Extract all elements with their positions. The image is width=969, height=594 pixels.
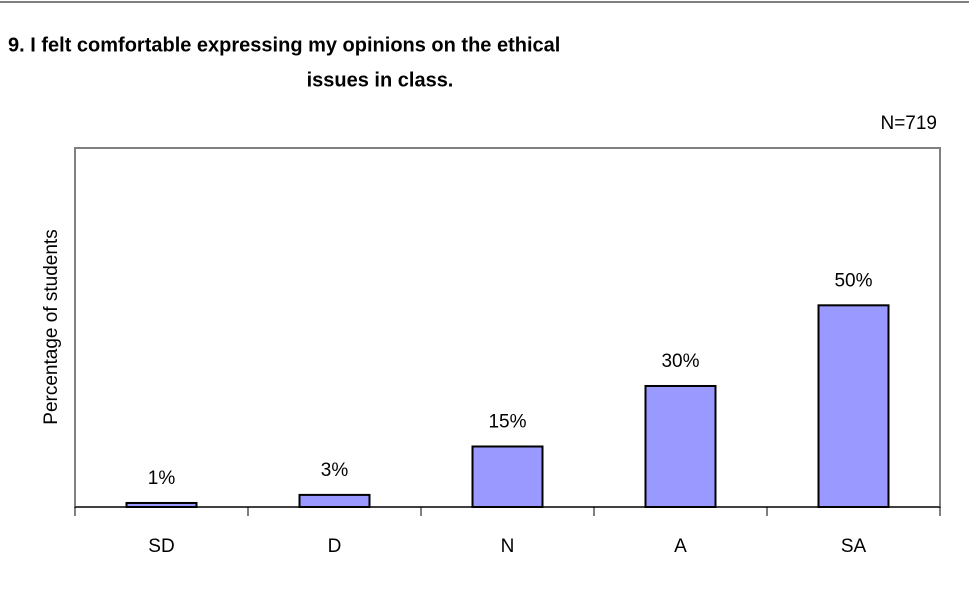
x-tick-label: SA xyxy=(841,536,867,557)
annotation: N=719 xyxy=(880,113,937,134)
value-label: 3% xyxy=(321,460,349,481)
value-label: 50% xyxy=(834,270,872,291)
value-label: 1% xyxy=(148,468,176,489)
value-label: 30% xyxy=(661,351,699,372)
chart-title: issues in class. xyxy=(307,69,454,91)
x-tick-label: SD xyxy=(148,536,174,557)
bar xyxy=(471,445,544,509)
x-tick-label: N xyxy=(501,536,515,557)
bar xyxy=(298,493,371,508)
y-axis-label: Percentage of students xyxy=(41,229,62,424)
value-label: 15% xyxy=(488,412,526,433)
chart-title: 9. I felt comfortable expressing my opin… xyxy=(8,34,560,56)
x-tick-label: D xyxy=(328,536,342,557)
bar xyxy=(644,384,717,509)
bar xyxy=(817,304,890,508)
x-tick-label: A xyxy=(674,536,687,557)
bar xyxy=(125,501,198,508)
